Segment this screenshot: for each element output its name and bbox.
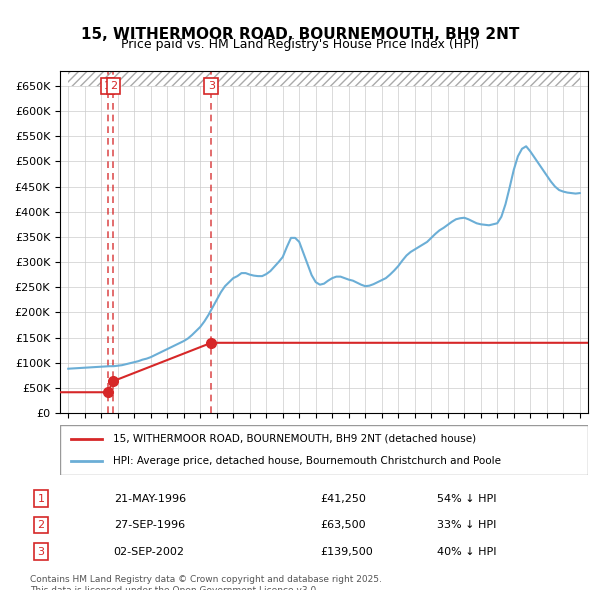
Text: 2: 2	[38, 520, 45, 530]
Text: Price paid vs. HM Land Registry's House Price Index (HPI): Price paid vs. HM Land Registry's House …	[121, 38, 479, 51]
Text: 15, WITHERMOOR ROAD, BOURNEMOUTH, BH9 2NT: 15, WITHERMOOR ROAD, BOURNEMOUTH, BH9 2N…	[81, 27, 519, 41]
Text: 15, WITHERMOOR ROAD, BOURNEMOUTH, BH9 2NT (detached house): 15, WITHERMOOR ROAD, BOURNEMOUTH, BH9 2N…	[113, 434, 476, 444]
Text: 54% ↓ HPI: 54% ↓ HPI	[437, 494, 497, 504]
Text: 21-MAY-1996: 21-MAY-1996	[114, 494, 186, 504]
Text: 1: 1	[38, 494, 44, 504]
Text: £139,500: £139,500	[320, 546, 373, 556]
Text: 27-SEP-1996: 27-SEP-1996	[114, 520, 185, 530]
Text: 3: 3	[38, 546, 44, 556]
Text: HPI: Average price, detached house, Bournemouth Christchurch and Poole: HPI: Average price, detached house, Bour…	[113, 456, 501, 466]
Text: 40% ↓ HPI: 40% ↓ HPI	[437, 546, 497, 556]
Text: £63,500: £63,500	[320, 520, 366, 530]
Text: 3: 3	[208, 81, 215, 91]
Text: Contains HM Land Registry data © Crown copyright and database right 2025.
This d: Contains HM Land Registry data © Crown c…	[30, 575, 382, 590]
Text: 2: 2	[110, 81, 117, 91]
Text: 02-SEP-2002: 02-SEP-2002	[114, 546, 185, 556]
Text: 33% ↓ HPI: 33% ↓ HPI	[437, 520, 497, 530]
Text: 1: 1	[104, 81, 111, 91]
Text: £41,250: £41,250	[320, 494, 366, 504]
